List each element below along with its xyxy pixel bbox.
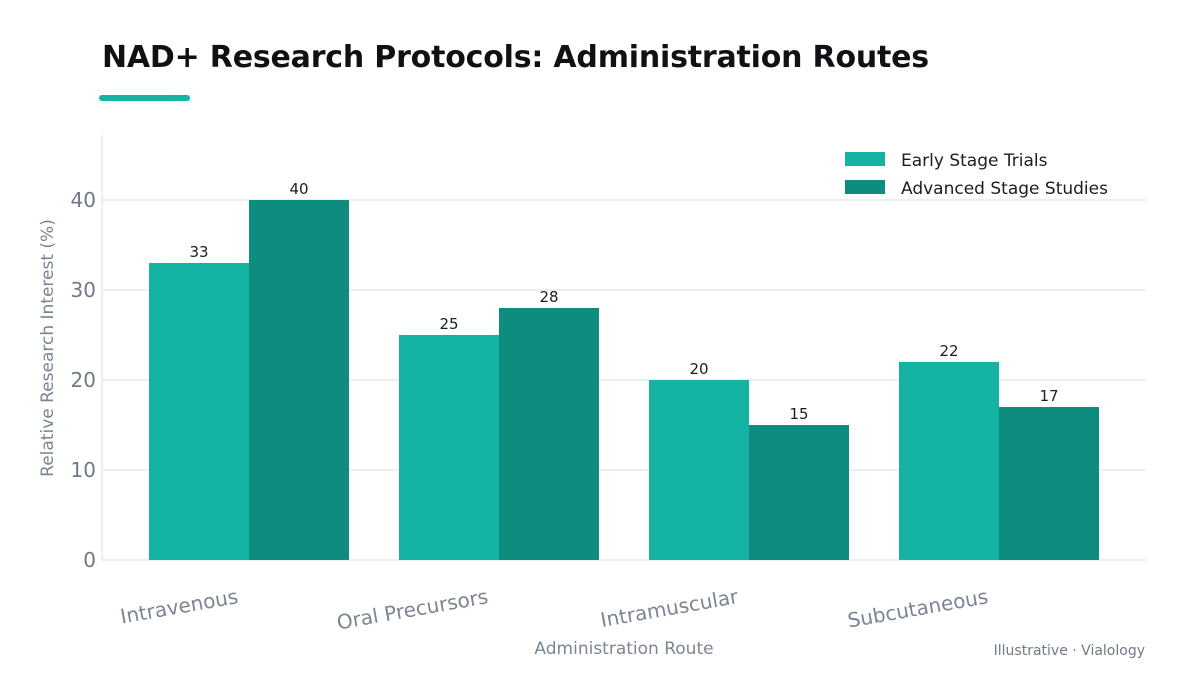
legend-swatch-early-stage-trials <box>845 152 885 166</box>
category-label: Intravenous <box>118 584 239 628</box>
y-tick-label: 10 <box>71 458 96 482</box>
legend: Early Stage Trials Advanced Stage Studie… <box>845 151 1108 199</box>
category-label: Intramuscular <box>599 584 741 632</box>
data-label: 15 <box>789 405 808 423</box>
credit-text: Illustrative · Vialology <box>994 643 1145 659</box>
chart-title: NAD+ Research Protocols: Administration … <box>102 40 929 75</box>
category-label: Oral Precursors <box>335 584 490 634</box>
bar-advanced-stage-studies <box>749 425 849 560</box>
x-axis-title: Administration Route <box>534 639 713 659</box>
data-labels: 33 40 25 28 20 15 22 17 <box>189 180 1058 423</box>
data-label: 40 <box>289 180 308 198</box>
data-label: 22 <box>939 342 958 360</box>
data-label: 33 <box>189 243 208 261</box>
bar-early-stage-trials <box>399 335 499 560</box>
category-label: Subcutaneous <box>846 584 990 632</box>
y-tick-label: 40 <box>71 188 96 212</box>
y-tick-label: 20 <box>71 368 96 392</box>
bar-early-stage-trials <box>649 380 749 560</box>
data-label: 20 <box>689 360 708 378</box>
y-tick-labels: 0 10 20 30 40 <box>71 188 96 572</box>
bar-early-stage-trials <box>899 362 999 560</box>
y-tick-label: 0 <box>83 548 96 572</box>
bar-advanced-stage-studies <box>499 308 599 560</box>
data-label: 25 <box>439 315 458 333</box>
bar-early-stage-trials <box>149 263 249 560</box>
y-axis-title: Relative Research Interest (%) <box>38 219 58 477</box>
data-label: 28 <box>539 288 558 306</box>
legend-label-early-stage-trials: Early Stage Trials <box>901 151 1048 171</box>
legend-label-advanced-stage-studies: Advanced Stage Studies <box>901 179 1108 199</box>
bar-advanced-stage-studies <box>249 200 349 560</box>
y-tick-label: 30 <box>71 278 96 302</box>
title-accent-bar <box>99 95 190 101</box>
bars <box>149 200 1099 560</box>
data-label: 17 <box>1039 387 1058 405</box>
bar-advanced-stage-studies <box>999 407 1099 560</box>
legend-swatch-advanced-stage-studies <box>845 180 885 194</box>
category-labels: Intravenous Oral Precursors Intramuscular S… <box>118 584 989 634</box>
